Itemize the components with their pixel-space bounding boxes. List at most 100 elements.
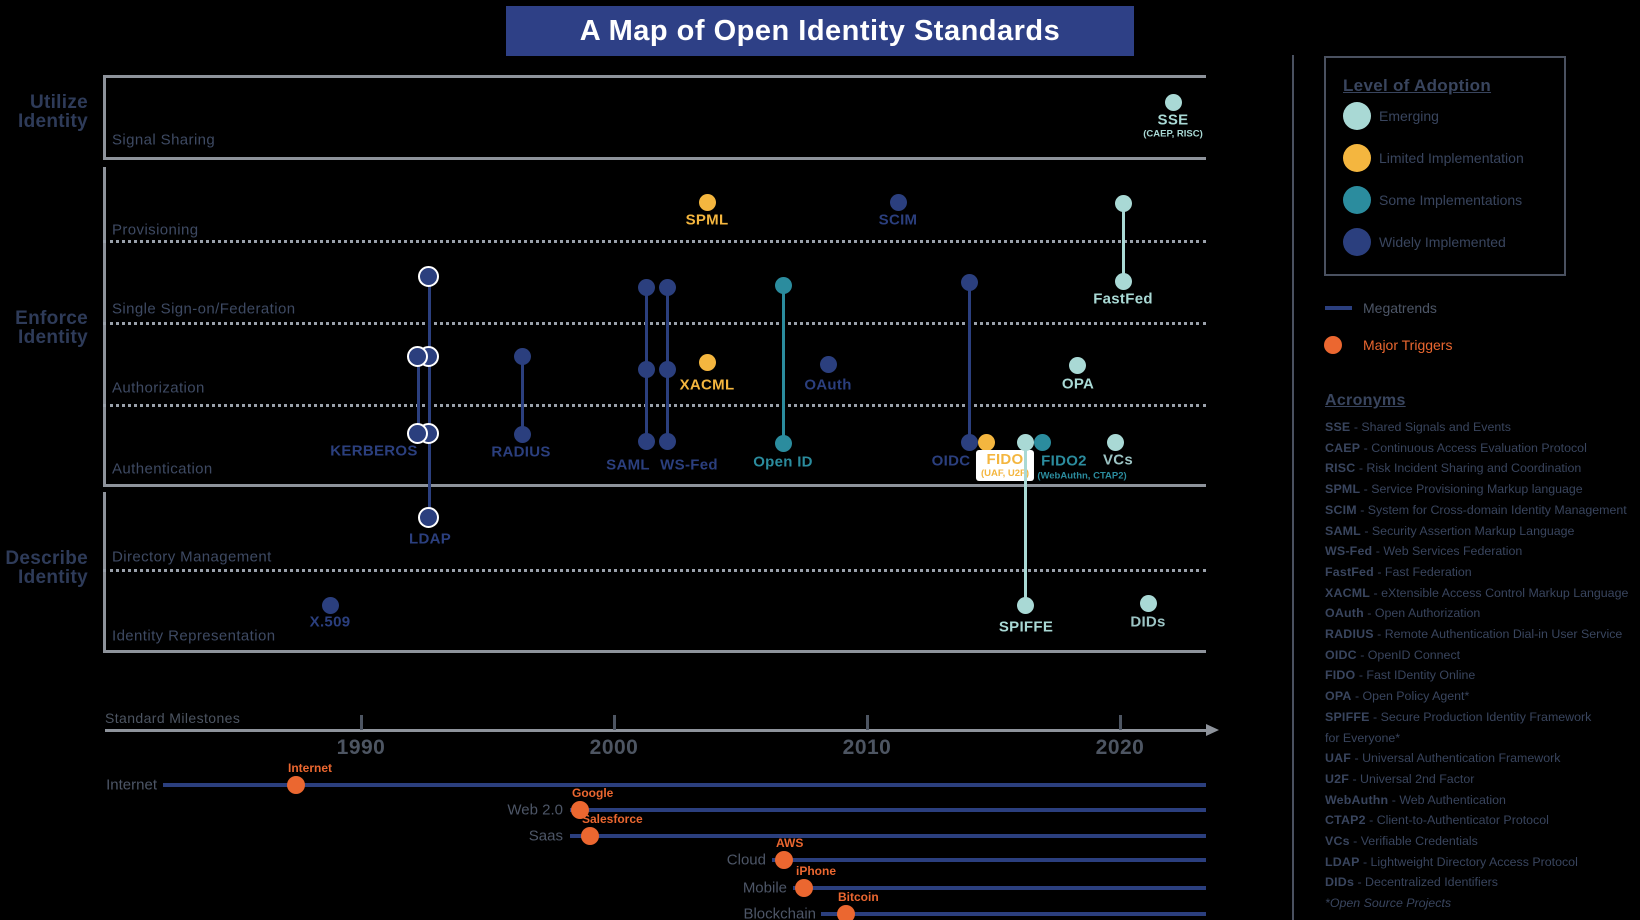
acronym-item-ldap: LDAP - Lightweight Directory Access Prot… — [1325, 854, 1578, 869]
trigger-label-cloud: AWS — [776, 836, 804, 850]
row-dotted-line — [103, 569, 1206, 572]
acronym-item-radius: RADIUS - Remote Authentication Dial-in U… — [1325, 627, 1623, 642]
standard-label-scim: SCIM — [878, 211, 918, 229]
standard-label-vcs: VCs — [1102, 451, 1134, 469]
side-label-enforce: Enforce Identity — [15, 308, 88, 348]
acronym-item-u2f: U2F - Universal 2nd Factor — [1325, 771, 1475, 786]
megatrend-label-cloud: Cloud — [726, 851, 766, 869]
standard-dot-spiffe — [1016, 596, 1034, 614]
legend-megatrends-label: Megatrends — [1363, 300, 1437, 316]
standard-dot-fastfed — [1114, 272, 1132, 290]
acronym-item-ctap2: CTAP2 - Client-to-Authenticator Protocol — [1325, 813, 1549, 828]
timeline-year-2000: 2000 — [589, 736, 639, 759]
timeline-tick-2020 — [1118, 715, 1122, 730]
standard-line-oidc — [967, 282, 971, 442]
trigger-dot-saas — [581, 827, 599, 845]
standard-dot-x-509 — [321, 596, 339, 614]
acronym-item-uaf: UAF - Universal Authentication Framework — [1325, 751, 1561, 766]
standard-dot-kerberos — [407, 423, 428, 444]
standard-label-open-id: Open ID — [753, 453, 813, 471]
section-utilize-left-border — [103, 75, 106, 160]
standard-label-fido: FIDO — [986, 451, 1024, 468]
page-title: A Map of Open Identity Standards — [579, 14, 1061, 47]
standard-line-kerberos — [416, 357, 420, 434]
acronym-item-dids: DIDs - Decentralized Identifiers — [1325, 875, 1498, 890]
trigger-dot-mobile — [795, 879, 813, 897]
acronym-item-spiffe: SPIFFE - Secure Production Identity Fram… — [1325, 709, 1592, 745]
standard-label-oauth: OAuth — [804, 376, 852, 394]
standard-label-kerberos: KERBEROS — [330, 442, 418, 460]
acronym-item-spml: SPML - Service Provisioning Markup langu… — [1325, 482, 1583, 497]
standard-label-x-509: X.509 — [309, 613, 351, 631]
standard-dot-saml — [637, 432, 655, 450]
row-dotted-line — [103, 240, 1206, 243]
megatrend-line-cloud — [772, 858, 1206, 862]
side-label-describe: Describe Identity — [5, 548, 88, 588]
standard-label-radius: RADIUS — [491, 443, 551, 461]
panel-divider — [1292, 55, 1294, 920]
standard-sublabel-fido: (UAF, U2F) — [980, 468, 1030, 479]
acronym-item-opa: OPA - Open Policy Agent* — [1325, 689, 1470, 704]
standard-label-spml: SPML — [685, 211, 729, 229]
megatrend-label-internet: Internet — [106, 776, 157, 794]
standard-line-spiffe — [1023, 442, 1027, 605]
timeline-tick-1990 — [359, 715, 363, 730]
standard-dot-oauth — [819, 355, 837, 373]
standard-label-spiffe: SPIFFE — [998, 618, 1054, 636]
timeline-axis-arrowhead — [1206, 723, 1219, 736]
trigger-label-saas: Salesforce — [582, 812, 643, 826]
standard-line-ldap — [427, 277, 431, 518]
standard-dot-oidc — [960, 273, 978, 291]
legend-swatch-widely — [1343, 228, 1371, 256]
standard-dot-xacml — [698, 353, 716, 371]
standard-label-sse: SSE — [1157, 111, 1189, 129]
trigger-label-blockchain: Bitcoin — [838, 890, 879, 904]
acronym-item-fido: FIDO - Fast IDentity Online — [1325, 668, 1476, 683]
acronym-item-ws-fed: WS-Fed - Web Services Federation — [1325, 544, 1523, 559]
section-utilize-top-border — [103, 75, 1206, 78]
standard-label-oidc: OIDC — [931, 452, 971, 470]
standard-dot-sse — [1164, 93, 1182, 111]
acronym-item-caep: CAEP - Continuous Access Evaluation Prot… — [1325, 440, 1587, 455]
row-dotted-line — [103, 404, 1206, 407]
row-label-authorization: Authorization — [112, 379, 205, 397]
acronyms-footnote: *Open Source Projects — [1325, 896, 1452, 911]
standard-label-saml: SAML — [606, 456, 650, 474]
row-label-identity-representation: Identity Representation — [112, 627, 276, 645]
standard-dot-ws-fed — [658, 360, 676, 378]
standard-dot-oidc — [960, 433, 978, 451]
row-label-directory-management: Directory Management — [112, 548, 272, 566]
acronym-item-vcs: VCs - Verifiable Credentials — [1325, 834, 1478, 849]
timeline-tick-2000 — [612, 715, 616, 730]
legend-label-emerging: Emerging — [1379, 108, 1439, 124]
standard-line-radius — [520, 356, 524, 434]
standard-dot-ldap — [418, 507, 439, 528]
legend-label-some: Some Implementations — [1379, 192, 1523, 208]
trigger-dot-web-2-0 — [571, 801, 589, 819]
standard-label-opa: OPA — [1061, 375, 1095, 393]
standard-dot-fido2 — [1033, 433, 1051, 451]
megatrend-line-blockchain — [821, 912, 1206, 916]
section-describe-bottom-border — [103, 650, 1206, 653]
megatrend-label-web-2-0: Web 2.0 — [507, 801, 563, 819]
section-enforce-left-border — [103, 167, 106, 487]
row-label-signal-sharing: Signal Sharing — [112, 131, 216, 149]
standard-dot-open-id — [774, 276, 792, 294]
legend-triggers-label: Major Triggers — [1363, 337, 1453, 353]
timeline-axis — [105, 729, 1206, 732]
legend-triggers-swatch — [1324, 336, 1342, 354]
standard-dot-open-id — [774, 434, 792, 452]
row-label-provisioning: Provisioning — [112, 221, 199, 239]
row-dotted-line — [103, 322, 1206, 325]
standard-line-open-id — [781, 285, 785, 443]
legend-megatrends-swatch — [1325, 306, 1352, 310]
row-label-single-sign-on-federation: Single Sign-on/Federation — [112, 300, 296, 318]
legend-swatch-some — [1343, 186, 1371, 214]
trigger-dot-internet — [287, 776, 305, 794]
standard-label-fido2: FIDO2 — [1041, 452, 1087, 470]
acronym-item-webauthn: WebAuthn - Web Authentication — [1325, 792, 1506, 807]
standard-dot-radius — [513, 425, 531, 443]
standard-line-fastfed — [1121, 203, 1125, 281]
standard-sublabel-fido2: (WebAuthn, CTAP2) — [1037, 470, 1127, 482]
